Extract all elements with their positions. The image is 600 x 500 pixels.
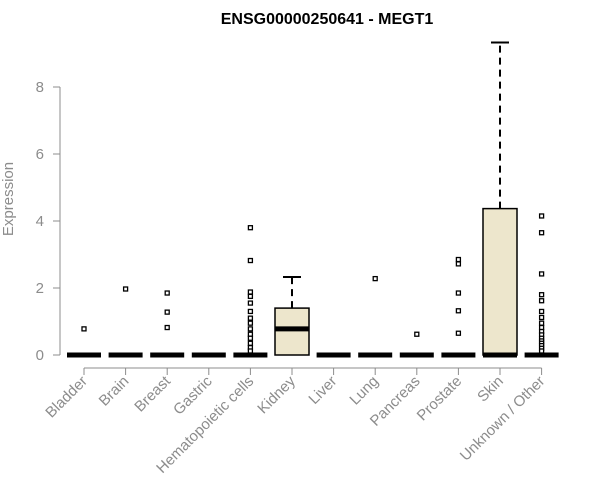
outlier-point — [538, 230, 545, 236]
box-breast — [150, 290, 185, 358]
outlier-point — [538, 320, 545, 326]
box-body — [482, 207, 518, 356]
box-series — [67, 41, 559, 358]
outlier-point — [247, 308, 254, 315]
outlier-point — [247, 289, 254, 295]
outlier-point — [81, 326, 87, 332]
x-tick-label: Kidney — [254, 372, 299, 417]
box-brain — [108, 286, 143, 358]
y-tick-label: 8 — [36, 79, 44, 96]
outlier-point — [538, 213, 545, 219]
x-tick-label: Bladder — [42, 373, 91, 422]
outlier-point — [247, 293, 254, 300]
outlier-point — [247, 300, 254, 306]
y-tick-label: 4 — [36, 213, 44, 230]
outlier-point — [538, 271, 545, 277]
outlier-point — [164, 309, 170, 315]
box-skin — [482, 41, 518, 358]
box-body — [274, 307, 310, 356]
box-pancreas — [399, 331, 434, 358]
chart-title: ENSG00000250641 - MEGT1 — [221, 11, 434, 28]
x-tick-label: Liver — [305, 373, 340, 408]
outlier-point — [247, 348, 254, 354]
outlier-point — [247, 326, 254, 332]
x-tick-label: Brain — [96, 373, 133, 410]
y-tick-label: 6 — [36, 146, 44, 163]
outlier-point — [122, 286, 129, 292]
outlier-point — [372, 275, 378, 282]
outlier-point — [538, 308, 545, 315]
outlier-point — [164, 324, 170, 331]
y-axis-label: Expression — [0, 162, 17, 236]
y-tick-label: 2 — [36, 280, 44, 297]
y-tick-label: 0 — [36, 347, 44, 364]
outlier-point — [164, 290, 170, 296]
outlier-point — [247, 340, 254, 346]
box-kidney — [274, 275, 310, 356]
outlier-point — [247, 335, 254, 341]
outlier-point — [538, 292, 545, 298]
outlier-point — [247, 257, 254, 264]
outlier-point — [414, 331, 420, 337]
box-lung — [358, 275, 393, 358]
outlier-point — [455, 256, 462, 263]
x-tick-label: Lung — [346, 373, 382, 409]
x-tick-label: Skin — [474, 373, 507, 406]
outlier-point — [247, 315, 254, 321]
outlier-point — [538, 314, 545, 321]
box-prostate — [441, 256, 476, 358]
outlier-point — [455, 290, 462, 296]
outlier-point — [455, 261, 462, 267]
x-tick-label: Breast — [131, 372, 174, 415]
box-hematopoietic-cells — [233, 225, 268, 358]
box-bladder — [67, 326, 101, 358]
outlier-point — [455, 308, 462, 314]
box-unknown-other — [524, 213, 559, 358]
x-tick-label: Prostate — [414, 373, 466, 425]
outlier-point — [247, 320, 254, 326]
outlier-point — [538, 298, 545, 304]
outlier-point — [455, 330, 462, 336]
y-axis: 0 2 4 6 8 — [36, 79, 61, 364]
outlier-point — [247, 225, 254, 231]
outlier-point — [538, 348, 545, 354]
